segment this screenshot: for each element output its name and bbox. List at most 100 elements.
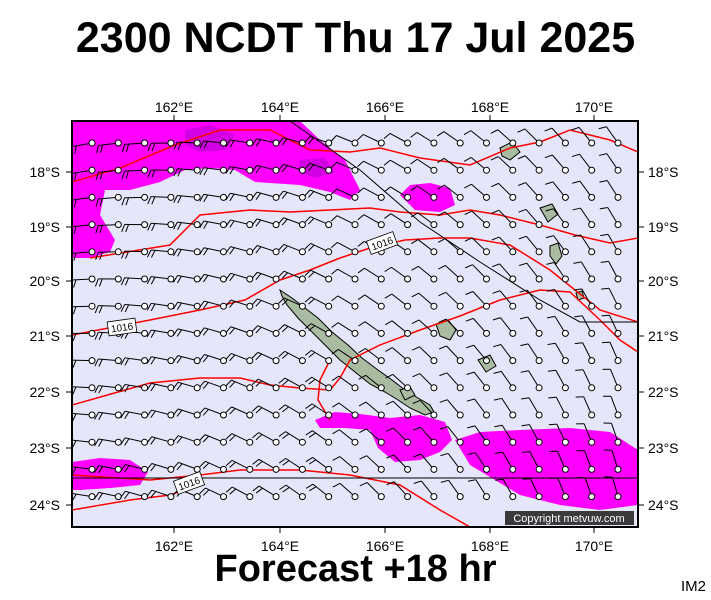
wind-barb-station	[193, 275, 201, 283]
wind-barb-feather	[465, 291, 474, 295]
wind-barb-station	[614, 248, 622, 256]
wind-barb-station	[325, 302, 333, 310]
wind-barb-feather	[544, 127, 553, 132]
wind-barb-station	[246, 193, 254, 201]
isobar-north-2	[89, 207, 638, 259]
wind-barb-feather	[546, 288, 555, 292]
wind-barb-station	[325, 275, 333, 283]
wind-barb-station	[272, 438, 280, 446]
wind-barb-station	[272, 411, 280, 419]
wind-barb-station	[298, 384, 306, 392]
wind-barb-station	[351, 193, 359, 201]
wind-barb-station	[272, 465, 280, 473]
wind-barb-feather	[465, 264, 473, 269]
wind-barb-feather	[229, 434, 236, 442]
wind-barb-feather	[255, 166, 261, 174]
wind-barb-feather	[359, 482, 368, 487]
wind-barb-feather	[99, 171, 103, 180]
wind-barb-feather	[281, 352, 289, 359]
lon-label-top-166: 166°E	[366, 99, 404, 115]
wind-barb-feather	[546, 315, 556, 319]
wind-barb-station	[377, 221, 385, 229]
wind-barb-station	[141, 438, 149, 446]
wind-barb-feather	[413, 480, 422, 484]
wind-barb-feather	[121, 197, 126, 206]
wind-barb-feather	[176, 302, 182, 311]
wind-barb-station	[88, 302, 96, 310]
wind-barb-feather	[305, 430, 313, 436]
wind-barb-station	[167, 438, 175, 446]
wind-barb-station	[614, 329, 622, 337]
wind-barb-feather	[545, 208, 554, 212]
wind-barb-station	[588, 166, 596, 174]
wind-barb-feather	[493, 344, 502, 348]
wind-barb-feather	[229, 167, 235, 175]
wind-barb-feather	[385, 427, 394, 432]
wind-barb-feather	[225, 353, 232, 360]
wind-barb-station	[535, 493, 543, 501]
wind-barb-feather	[229, 354, 236, 362]
wind-barb-station	[351, 493, 359, 501]
wind-barb-feather	[331, 402, 340, 408]
wind-barb-feather	[412, 373, 421, 378]
wind-barb-station	[141, 139, 149, 147]
isobar-label-text: 1016	[110, 321, 134, 335]
wind-barb-station	[220, 221, 227, 229]
wind-barb-station	[483, 275, 490, 283]
wind-barb-feather	[308, 217, 315, 225]
wind-barb-feather	[199, 380, 206, 388]
wind-barb-feather	[491, 263, 500, 268]
wind-barb-station	[246, 248, 254, 256]
wind-barb-station	[561, 166, 569, 174]
wind-barb-feather	[120, 357, 126, 366]
wind-barb-station	[114, 465, 122, 473]
wind-barb-feather	[305, 403, 313, 409]
wind-barb-station	[483, 357, 490, 365]
wind-barb-feather	[598, 153, 607, 156]
wind-barb-feather	[601, 314, 610, 317]
wind-barb-station	[193, 166, 201, 174]
lat-label-left-24: 24°S	[29, 497, 60, 513]
wind-barb-feather	[252, 405, 259, 412]
wind-barb-feather	[146, 329, 152, 338]
wind-barb-feather	[546, 262, 555, 265]
wind-barb-feather	[492, 290, 501, 294]
wind-barb-station	[325, 166, 333, 174]
wind-barb-station	[483, 465, 490, 473]
wind-barb-station	[404, 248, 412, 256]
wind-barb-feather	[199, 247, 205, 255]
wind-barb-station	[614, 193, 622, 201]
wind-barb-station	[614, 465, 622, 473]
wind-barb-feather	[520, 343, 529, 347]
wind-barb-station	[193, 139, 201, 147]
image-label: IM2	[681, 578, 707, 595]
wind-barb-feather	[125, 170, 130, 179]
wind-barb-feather	[203, 194, 209, 203]
wind-barb-station	[404, 139, 412, 147]
wind-barb-station	[430, 357, 438, 365]
wind-barb-feather	[125, 197, 130, 206]
wind-barb-feather	[279, 484, 287, 491]
wind-barb-feather	[386, 454, 395, 459]
wind-barb-station	[167, 221, 175, 229]
wind-barb-feather	[383, 133, 391, 140]
wind-barb-station	[272, 329, 280, 337]
wind-barb-station	[483, 139, 490, 147]
wind-barb-feather	[520, 370, 529, 373]
wind-barb-feather	[225, 246, 231, 254]
wind-barb-station	[114, 493, 122, 501]
wind-barb-feather	[491, 182, 499, 188]
wind-barb-feather	[173, 141, 178, 150]
wind-barb-feather	[547, 369, 556, 372]
wind-barb-station	[588, 411, 596, 419]
wind-barb-feather	[124, 465, 130, 473]
wind-barb-station	[272, 357, 280, 365]
wind-barb-station	[246, 465, 254, 473]
wind-barb-station	[535, 248, 543, 256]
wind-barb-station	[325, 139, 333, 147]
wind-barb-station	[298, 357, 306, 365]
wind-barb-feather	[147, 249, 152, 258]
wind-barb-feather	[436, 131, 445, 137]
wind-barb-feather	[282, 460, 290, 466]
wind-barb-feather	[358, 401, 367, 407]
